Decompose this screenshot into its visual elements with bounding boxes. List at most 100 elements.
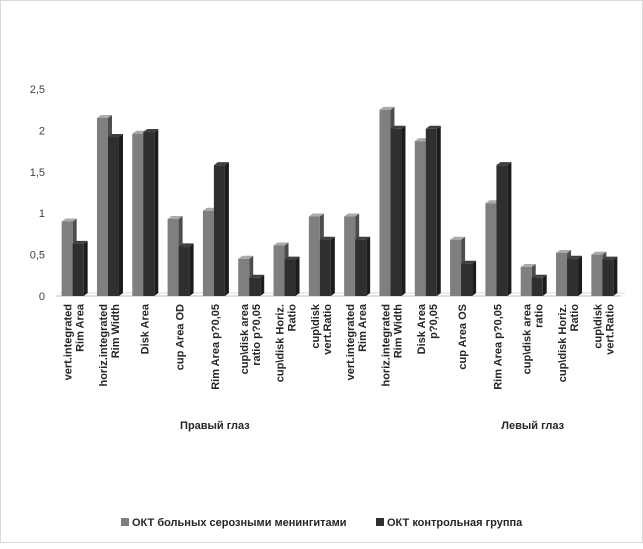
bar-series-2 <box>249 274 265 296</box>
bar-side-face <box>154 129 159 296</box>
bar-front-face <box>249 277 261 296</box>
bar-top-face <box>72 240 88 244</box>
bar-side-face <box>507 162 512 296</box>
bar-front-face <box>520 267 532 296</box>
bar-top-face <box>450 236 466 240</box>
x-tick-label: cup\diskvert.Ratio <box>592 303 616 355</box>
bar-front-face <box>531 277 543 296</box>
x-tick-label: cup Area OD <box>175 304 187 370</box>
legend-label: ОКТ больных серозными менингитами <box>132 517 347 529</box>
bar-front-face <box>132 133 144 296</box>
x-tick-label: Rim Area p?0,05 <box>492 304 504 390</box>
bar-side-face <box>83 240 88 296</box>
x-tick-label: cup\diskvert.Ratio <box>310 303 334 355</box>
legend-swatch <box>121 518 129 526</box>
bar-front-face <box>61 221 73 296</box>
x-tick-label: cup Area OS <box>457 304 469 370</box>
bar-series-2 <box>143 129 159 296</box>
x-tick-label: horiz.integratedRim Width <box>98 304 122 387</box>
bar-top-face <box>461 260 477 264</box>
bar-side-face <box>401 125 406 296</box>
bar-front-face <box>379 109 391 296</box>
bar-side-face <box>472 260 477 296</box>
legend-item: ОКТ больных серозными менингитами <box>121 517 347 529</box>
x-tick-label: Disk Area <box>139 303 151 354</box>
bar-top-face <box>213 162 229 166</box>
bar-side-face <box>260 274 265 296</box>
x-tick-label: vert.integratedRim Area <box>63 303 87 380</box>
bar-side-face <box>118 134 123 296</box>
bar-series-2 <box>355 236 371 296</box>
bar-top-face <box>496 162 512 166</box>
bar-front-face <box>485 203 497 296</box>
bar-side-face <box>578 255 583 296</box>
bar-top-face <box>379 106 395 110</box>
group-labels: Правый глаз Левый глаз <box>180 420 565 432</box>
x-tick-label: vert.integratedRim Area <box>345 303 369 380</box>
bar-top-face <box>96 114 112 118</box>
bar-top-face <box>602 256 618 260</box>
y-tick-label: 2 <box>39 125 45 137</box>
x-tick-label: cup\disk arearatio p?0,05 <box>239 303 263 374</box>
bar-top-face <box>284 256 300 260</box>
bar-series-2 <box>178 243 194 296</box>
x-axis-labels: vert.integratedRim Area horiz.integratedR… <box>63 303 617 390</box>
y-tick-label: 0 <box>39 291 45 303</box>
x-tick-label: cup\disk arearatio <box>522 303 546 374</box>
bar-side-face <box>295 256 300 296</box>
bar-side-face <box>330 236 335 296</box>
x-tick-label: cup\disk Horiz.Ratio <box>275 304 299 383</box>
y-tick-label: 1 <box>39 208 45 220</box>
bar-front-face <box>344 216 356 296</box>
bar-series-2 <box>425 125 441 296</box>
bar-side-face <box>366 236 371 296</box>
bar-top-face <box>567 255 583 259</box>
bar-front-face <box>167 218 179 296</box>
bar-front-face <box>414 141 426 296</box>
bar-front-face <box>273 245 285 296</box>
legend-item: ОКТ контрольная группа <box>376 517 523 529</box>
bar-side-face <box>189 243 194 296</box>
legend-swatch <box>376 518 384 526</box>
bar-top-face <box>344 213 360 217</box>
bar-series-2 <box>72 240 88 296</box>
bar-front-face <box>284 259 296 296</box>
bar-front-face <box>143 132 155 296</box>
bar-top-face <box>143 129 159 133</box>
bar-top-face <box>249 274 265 278</box>
x-tick-label: cup\disk Horiz.Ratio <box>557 304 581 383</box>
bar-series-2 <box>567 255 583 296</box>
bar-side-face <box>613 256 618 296</box>
x-tick-label: horiz.integratedRim Width <box>380 304 404 387</box>
legend: ОКТ больных серозными менингитами ОКТ кон… <box>121 517 523 529</box>
bar-front-face <box>556 252 568 296</box>
bar-side-face <box>436 125 441 296</box>
bar-series-2 <box>213 162 229 296</box>
group-label: Левый глаз <box>501 420 564 432</box>
bar-front-face <box>202 210 214 296</box>
x-tick-label: Disk Areap?0,05 <box>416 303 440 354</box>
legend-label: ОКТ контрольная группа <box>387 517 523 529</box>
bar-front-face <box>567 258 579 296</box>
bar-top-face <box>556 249 572 253</box>
bar-top-face <box>319 236 335 240</box>
bar-front-face <box>355 239 367 296</box>
bar-side-face <box>542 274 547 296</box>
bar-top-face <box>308 213 324 217</box>
bar-front-face <box>450 239 462 296</box>
bar-front-face <box>72 243 84 296</box>
bar-series-2 <box>319 236 335 296</box>
bar-front-face <box>496 165 508 296</box>
bar-front-face <box>390 128 402 296</box>
bar-series-2 <box>602 256 618 296</box>
bar-series-2 <box>390 125 406 296</box>
bar-series-2 <box>531 274 547 296</box>
bar-front-face <box>107 137 119 296</box>
bar-top-face <box>591 251 607 255</box>
y-tick-label: 0,5 <box>30 250 45 262</box>
bar-front-face <box>591 254 603 296</box>
bar-top-face <box>107 134 123 138</box>
bar-front-face <box>96 117 108 296</box>
